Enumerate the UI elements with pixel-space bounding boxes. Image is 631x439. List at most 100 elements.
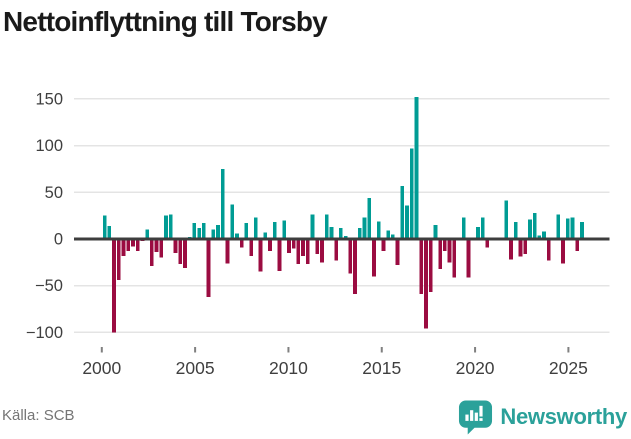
- bar-positive: [537, 235, 542, 239]
- bar-positive: [324, 214, 329, 239]
- x-axis-label: 2010: [269, 358, 308, 378]
- bar-positive: [386, 230, 390, 239]
- x-axis-label: 2025: [549, 358, 588, 378]
- bar-positive: [230, 204, 235, 239]
- bar-negative: [154, 239, 159, 253]
- bar-positive: [504, 200, 509, 239]
- bar-positive: [556, 214, 561, 239]
- bar-positive: [513, 222, 518, 239]
- bar-positive: [211, 229, 216, 239]
- source-label: Källa: SCB: [2, 407, 75, 424]
- bar-negative: [348, 239, 353, 274]
- bar-positive: [235, 233, 239, 239]
- bar-positive: [362, 217, 367, 239]
- bar-negative: [381, 239, 386, 252]
- bar-negative: [268, 239, 272, 252]
- x-axis-label: 2015: [362, 358, 401, 378]
- bar-positive: [102, 215, 107, 239]
- x-axis-tick: [474, 347, 477, 353]
- bar-negative: [485, 239, 490, 248]
- bar-negative: [561, 239, 565, 264]
- bar-negative: [301, 239, 305, 256]
- bar-negative: [315, 239, 320, 254]
- bar-negative: [296, 239, 301, 265]
- newsworthy-badge-icon: [459, 400, 493, 435]
- bar-negative: [249, 239, 253, 256]
- bar-positive: [580, 222, 584, 239]
- bar-positive: [391, 234, 395, 239]
- bar-negative: [546, 239, 551, 261]
- bar-negative: [372, 239, 376, 277]
- bar-positive: [192, 223, 197, 239]
- bar-negative: [523, 239, 528, 254]
- bar-negative: [452, 239, 457, 278]
- chart-title: Nettoinflyttning till Torsby: [3, 6, 328, 37]
- bar-positive: [310, 214, 315, 239]
- bar-positive: [107, 225, 112, 239]
- bar-positive: [282, 220, 287, 239]
- y-axis-label: −50: [35, 277, 63, 295]
- bar-positive: [476, 226, 480, 239]
- bar-positive: [164, 215, 168, 239]
- bar-negative: [424, 239, 428, 329]
- bar-positive: [409, 148, 414, 239]
- brand-name: Newsworthy: [500, 404, 627, 429]
- bar-negative: [518, 239, 523, 257]
- bar-positive: [565, 218, 570, 239]
- bar-negative: [225, 239, 230, 264]
- bar-negative: [353, 239, 357, 295]
- x-axis-label: 2005: [176, 358, 215, 378]
- bar-positive: [145, 229, 149, 239]
- bar-positive: [570, 217, 575, 239]
- bar-negative: [320, 239, 324, 263]
- bar-positive: [253, 217, 258, 239]
- x-axis-tick: [100, 347, 103, 353]
- bar-positive: [339, 227, 343, 239]
- bar-negative: [135, 239, 140, 252]
- bar-positive: [329, 226, 334, 239]
- bar-negative: [126, 239, 131, 252]
- x-axis-label: 2020: [456, 358, 495, 378]
- bar-positive: [367, 197, 372, 239]
- bar-negative: [419, 239, 424, 295]
- bar-positive: [400, 185, 405, 239]
- bar-negative: [428, 239, 433, 293]
- bar-positive: [532, 212, 537, 239]
- x-axis-tick: [287, 347, 290, 353]
- newsworthy-logo: Newsworthy: [458, 399, 627, 435]
- bar-negative: [447, 239, 452, 263]
- bar-positive: [272, 222, 277, 239]
- bar-positive: [528, 219, 532, 239]
- bar-negative: [287, 239, 291, 254]
- bar-positive: [216, 224, 220, 239]
- bar-positive: [220, 168, 225, 239]
- bar-negative: [239, 239, 244, 248]
- bar-negative: [150, 239, 154, 267]
- bar-positive: [244, 223, 249, 239]
- bar-negative: [291, 239, 296, 249]
- bar-positive: [480, 217, 485, 239]
- y-axis-label: 100: [35, 137, 63, 155]
- y-axis-label: 0: [54, 231, 63, 249]
- bar-negative: [466, 239, 471, 278]
- bar-positive: [414, 97, 419, 239]
- x-axis-tick: [567, 347, 570, 353]
- bar-negative: [131, 239, 135, 247]
- bar-positive: [376, 221, 381, 239]
- bar-positive: [542, 231, 546, 239]
- bar-negative: [395, 239, 400, 266]
- bar-negative: [206, 239, 211, 297]
- y-axis-label: 50: [45, 184, 63, 202]
- bar-negative: [178, 239, 183, 265]
- bar-chart: 150 100 50 0 −50 −100 2000 2005 2010 2015 2020 2025: [0, 78, 631, 388]
- bar-negative: [183, 239, 187, 268]
- bar-negative: [509, 239, 513, 260]
- bar-negative: [121, 239, 126, 256]
- bar-negative: [116, 239, 121, 281]
- bar-positive: [197, 227, 201, 239]
- bar-positive: [168, 214, 173, 239]
- bar-positive: [433, 224, 438, 239]
- bar-positive: [263, 232, 268, 239]
- bar-negative: [575, 239, 580, 252]
